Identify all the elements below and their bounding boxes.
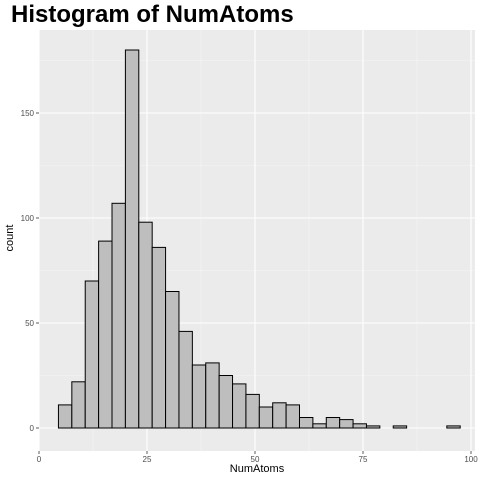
y-tick-label: 150 [21,109,35,118]
histogram-bar [57,404,73,429]
histogram-bar [191,364,207,429]
histogram-bar [298,417,314,429]
y-tick-label: 100 [21,214,35,223]
histogram-bar [205,362,220,429]
histogram-bar [165,291,180,429]
y-axis: 0 50 100 150 [21,109,39,433]
x-axis-label: NumAtoms [230,463,285,475]
histogram-bars [57,49,461,429]
histogram-bar [392,425,408,429]
histogram-bar [352,423,367,429]
histogram-bar [178,330,193,429]
histogram-bar [312,423,327,429]
histogram-bar [98,240,113,429]
histogram-bar [84,280,100,429]
histogram-bar [339,419,354,429]
histogram-bar [325,417,341,429]
x-tick-label: 75 [359,455,368,464]
histogram-bar [111,202,126,429]
chart-title: Histogram of NumAtoms [11,1,294,28]
histogram-bar [151,246,167,429]
histogram-bar [218,375,234,429]
y-tick-label: 50 [25,319,34,328]
x-axis: 0 25 50 75 100 [37,451,478,464]
histogram-bar [124,49,140,429]
histogram-bar [272,402,287,429]
histogram-bar [245,393,260,429]
x-tick-label: 100 [464,455,478,464]
histogram-bar [71,381,86,429]
histogram-bar [446,425,461,429]
histogram-bar [232,383,247,429]
x-tick-label: 50 [251,455,260,464]
histogram-bar [285,404,300,429]
y-axis-label: count [4,225,16,252]
histogram-bar [365,425,381,429]
histogram-bar [138,221,153,429]
y-tick-label: 0 [30,424,35,433]
x-tick-label: 25 [143,455,152,464]
histogram-bar [258,406,274,429]
x-tick-label: 0 [37,455,42,464]
